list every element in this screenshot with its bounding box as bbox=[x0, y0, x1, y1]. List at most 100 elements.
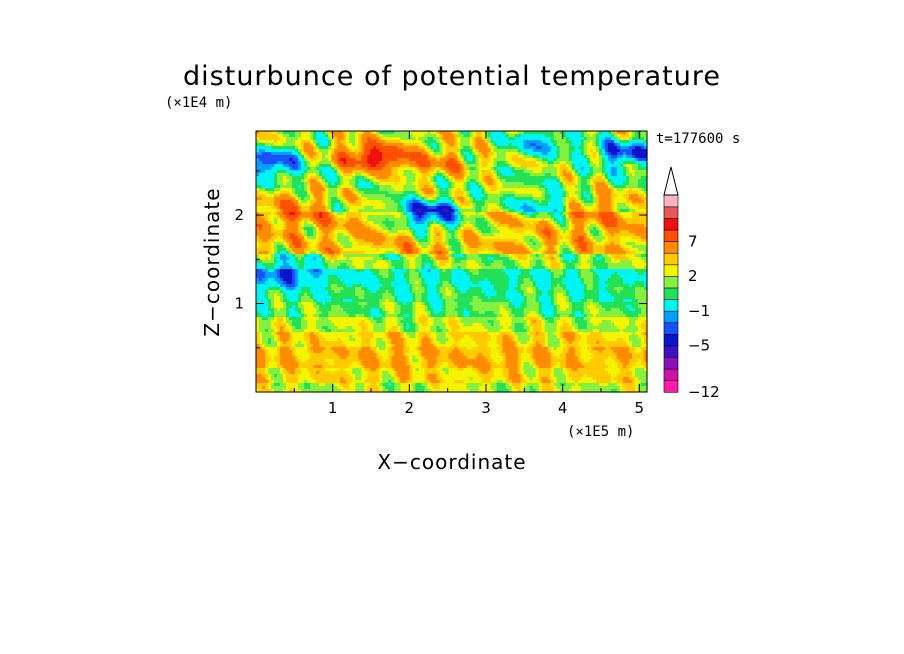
heatmap-cell bbox=[463, 140, 468, 144]
heatmap-cell bbox=[373, 131, 377, 135]
heatmap-cell bbox=[640, 200, 645, 204]
heatmap-cell bbox=[532, 188, 537, 192]
heatmap-cell bbox=[421, 206, 426, 210]
heatmap-cell bbox=[409, 227, 413, 231]
heatmap-cell bbox=[538, 230, 543, 234]
heatmap-cell bbox=[322, 149, 326, 153]
heatmap-cell bbox=[400, 140, 404, 144]
heatmap-cell bbox=[316, 164, 320, 168]
heatmap-cell bbox=[604, 167, 609, 171]
heatmap-cell bbox=[364, 137, 368, 141]
heatmap-cell bbox=[502, 134, 507, 138]
heatmap-cell bbox=[607, 182, 612, 186]
heatmap-cell bbox=[259, 137, 263, 141]
heatmap-cell bbox=[391, 194, 395, 198]
heatmap-cell bbox=[322, 137, 326, 141]
heatmap-cell bbox=[628, 194, 633, 198]
heatmap-cell bbox=[481, 167, 486, 171]
heatmap-cell bbox=[529, 194, 534, 198]
heatmap-cell bbox=[280, 185, 284, 189]
heatmap-cell bbox=[445, 176, 450, 180]
heatmap-cell bbox=[382, 236, 386, 240]
heatmap-cell bbox=[370, 209, 374, 213]
heatmap-cell bbox=[634, 239, 639, 243]
heatmap-cell bbox=[469, 140, 474, 144]
heatmap-cell bbox=[580, 185, 585, 189]
heatmap-cell bbox=[304, 179, 308, 183]
heatmap-cell bbox=[583, 140, 588, 144]
heatmap-cell bbox=[439, 137, 444, 141]
heatmap-cell bbox=[364, 167, 368, 171]
heatmap-cell bbox=[559, 155, 564, 159]
heatmap-cell bbox=[604, 236, 609, 240]
heatmap-cell bbox=[643, 227, 648, 231]
heatmap-cell bbox=[586, 224, 591, 228]
heatmap-cell bbox=[598, 209, 603, 213]
heatmap-cell bbox=[550, 134, 555, 138]
heatmap-cell bbox=[541, 197, 546, 201]
heatmap-cell bbox=[631, 206, 636, 210]
heatmap-cell bbox=[523, 200, 528, 204]
heatmap-cell bbox=[328, 167, 332, 171]
heatmap-cell bbox=[472, 224, 477, 228]
heatmap-cell bbox=[274, 137, 278, 141]
heatmap-cell bbox=[436, 140, 441, 144]
heatmap-cell bbox=[607, 236, 612, 240]
heatmap-cell bbox=[337, 140, 341, 144]
heatmap-cell bbox=[496, 170, 501, 174]
heatmap-cell bbox=[616, 218, 621, 222]
heatmap-cell bbox=[529, 149, 534, 153]
heatmap-cell bbox=[295, 158, 299, 162]
heatmap-cell bbox=[430, 173, 435, 177]
heatmap-cell bbox=[352, 161, 356, 165]
heatmap-cell bbox=[412, 140, 417, 144]
heatmap-cell bbox=[481, 149, 486, 153]
heatmap-cell bbox=[532, 230, 537, 234]
heatmap-cell bbox=[616, 185, 621, 189]
heatmap-cell bbox=[424, 131, 429, 135]
heatmap-cell bbox=[523, 185, 528, 189]
heatmap-cell bbox=[439, 218, 444, 222]
heatmap-cell bbox=[508, 158, 513, 162]
heatmap-cell bbox=[574, 149, 579, 153]
heatmap-cell bbox=[595, 236, 600, 240]
heatmap-cell bbox=[466, 179, 471, 183]
heatmap-cell bbox=[580, 197, 585, 201]
heatmap-cell bbox=[346, 170, 350, 174]
heatmap-cell bbox=[256, 221, 260, 225]
heatmap-cell bbox=[613, 131, 618, 135]
heatmap-cell bbox=[427, 134, 432, 138]
heatmap-cell bbox=[373, 191, 377, 195]
heatmap-cell bbox=[505, 224, 510, 228]
heatmap-cell bbox=[604, 203, 609, 207]
heatmap-cell bbox=[499, 188, 504, 192]
heatmap-cell bbox=[364, 224, 368, 228]
heatmap-cell bbox=[475, 182, 480, 186]
heatmap-cell bbox=[340, 173, 344, 177]
heatmap-cell bbox=[331, 170, 335, 174]
heatmap-cell bbox=[442, 233, 447, 237]
heatmap-cell bbox=[376, 146, 380, 150]
heatmap-cell bbox=[511, 230, 516, 234]
heatmap-cell bbox=[259, 131, 263, 135]
heatmap-cell bbox=[340, 167, 344, 171]
heatmap-cell bbox=[586, 191, 591, 195]
heatmap-cell bbox=[460, 209, 465, 213]
heatmap-cell bbox=[283, 173, 287, 177]
heatmap-cell bbox=[424, 233, 429, 237]
heatmap-cell bbox=[418, 209, 423, 213]
heatmap-cell bbox=[541, 188, 546, 192]
heatmap-cell bbox=[520, 164, 525, 168]
heatmap-cell bbox=[637, 149, 642, 153]
heatmap-cell bbox=[607, 227, 612, 231]
heatmap-cell bbox=[613, 143, 618, 147]
heatmap-cell bbox=[403, 182, 407, 186]
heatmap-cell bbox=[616, 224, 621, 228]
heatmap-cell bbox=[319, 158, 323, 162]
heatmap-cell bbox=[349, 185, 353, 189]
heatmap-cell bbox=[553, 233, 558, 237]
heatmap-cell bbox=[457, 143, 462, 147]
heatmap-cell bbox=[610, 236, 615, 240]
heatmap-cell bbox=[400, 188, 404, 192]
heatmap-cell bbox=[298, 233, 302, 237]
